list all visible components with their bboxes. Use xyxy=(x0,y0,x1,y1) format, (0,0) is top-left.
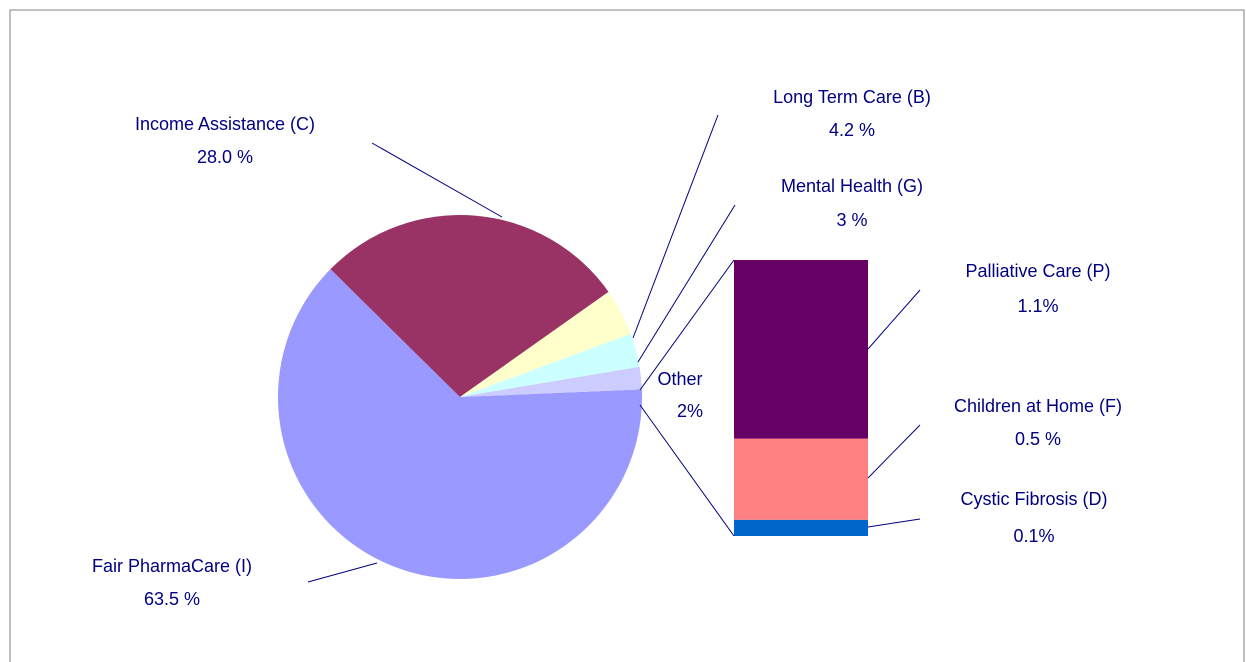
pie-slice xyxy=(278,269,642,579)
pie-slice xyxy=(330,215,609,397)
leader-line xyxy=(371,142,503,218)
bar-segment xyxy=(734,519,868,536)
leader-line xyxy=(632,114,719,339)
slice-value-label: 4.2 % xyxy=(829,120,875,140)
connector xyxy=(639,259,735,391)
segment-label: Children at Home (F) xyxy=(954,396,1122,416)
slice-value-label: 3 % xyxy=(836,210,867,230)
segment-value-label: 0.5 % xyxy=(1015,429,1061,449)
segment-label: Cystic Fibrosis (D) xyxy=(961,489,1108,509)
connector xyxy=(639,404,735,537)
pie-slice xyxy=(460,291,631,397)
segment-value-label: 1.1% xyxy=(1017,296,1058,316)
slice-label: Fair PharmaCare (I) xyxy=(92,556,252,576)
bar-segment xyxy=(734,438,868,520)
pie-slice xyxy=(460,333,640,397)
leader-line xyxy=(637,204,736,363)
chart-frame xyxy=(9,9,1245,662)
slice-label: Other xyxy=(657,369,702,389)
segment-value-label: 0.1% xyxy=(1013,526,1054,546)
leader-line xyxy=(307,562,378,583)
leader-line xyxy=(867,289,921,350)
slice-label: Income Assistance (C) xyxy=(135,114,315,134)
slice-value-label: 28.0 % xyxy=(197,147,253,167)
slice-label: Long Term Care (B) xyxy=(773,87,931,107)
slice-label: Mental Health (G) xyxy=(781,176,923,196)
segment-label: Palliative Care (P) xyxy=(965,261,1110,281)
bar-segment xyxy=(734,260,868,439)
slice-value-label: 2% xyxy=(677,401,703,421)
leader-line xyxy=(867,518,921,528)
slice-value-label: 63.5 % xyxy=(144,589,200,609)
leader-line xyxy=(867,424,921,479)
pie-slice xyxy=(460,366,642,397)
